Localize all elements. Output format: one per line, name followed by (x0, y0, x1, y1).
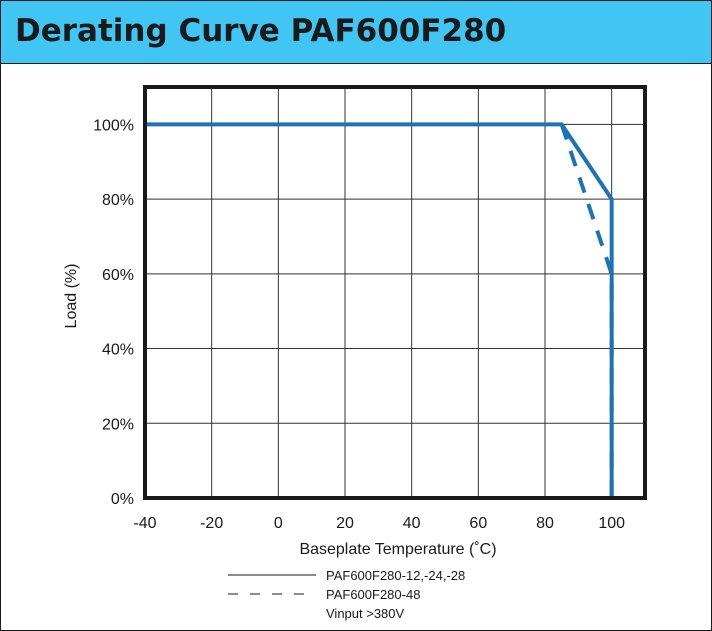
x-tick-label: 60 (469, 515, 487, 532)
series-line-dashed (559, 123, 614, 498)
y-tick-label: 0% (111, 491, 134, 508)
y-tick-label: 100% (93, 117, 134, 134)
x-tick-label: -20 (200, 515, 223, 532)
series-layer (145, 122, 614, 498)
y-tick-labels: 0% 20% 40% 60% 80% 100% (93, 117, 134, 508)
legend-dashed-label: PAF600F280-48 (326, 587, 420, 602)
legend-solid-label: PAF600F280-12,-24,-28 (326, 568, 465, 583)
x-tick-label: 80 (536, 515, 554, 532)
x-tick-label: 100 (598, 515, 625, 532)
plot-border (143, 85, 647, 500)
x-axis-label: Baseplate Temperature (˚C) (299, 541, 496, 558)
x-tick-label: 40 (403, 515, 421, 532)
y-tick-label: 80% (102, 192, 134, 209)
y-tick-label: 20% (102, 416, 134, 433)
grid-lines (144, 87, 646, 499)
y-tick-label: 40% (102, 342, 134, 359)
legend: PAF600F280-12,-24,-28 PAF600F280-48 Vinp… (228, 568, 465, 621)
x-tick-label: 20 (336, 515, 354, 532)
x-tick-label: -40 (133, 515, 156, 532)
y-tick-label: 60% (102, 267, 134, 284)
legend-note: Vinput >380V (326, 606, 405, 621)
y-axis-label: Load (%) (63, 264, 80, 329)
series-line-solid (145, 122, 614, 498)
chart-header: Derating Curve PAF600F280 (1, 1, 711, 64)
x-tick-labels: -40 -20 0 20 40 60 80 100 (133, 515, 625, 532)
chart-title: Derating Curve PAF600F280 (15, 13, 507, 49)
x-tick-label: 0 (274, 515, 283, 532)
